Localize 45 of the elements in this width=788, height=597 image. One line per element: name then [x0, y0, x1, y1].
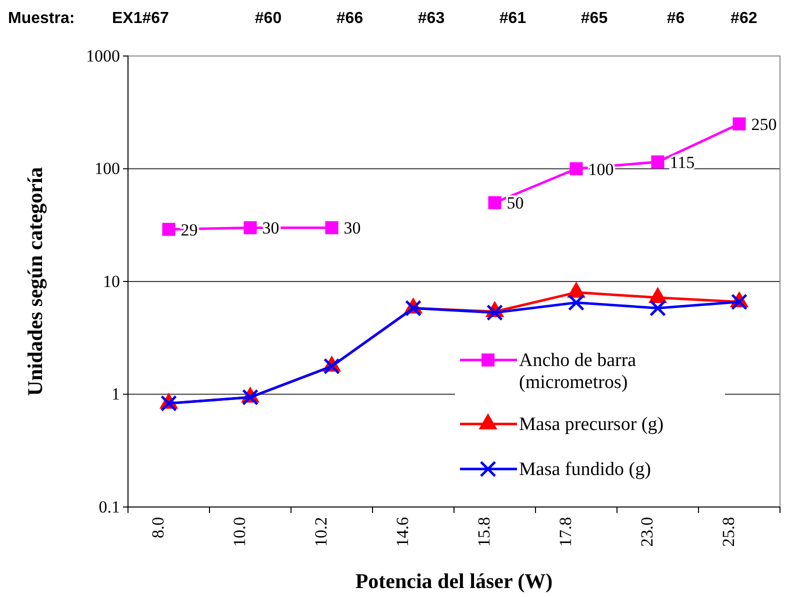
data-label: 115 [670, 152, 695, 172]
point [732, 117, 746, 130]
x-tick-label: 17.8 [556, 517, 576, 547]
point [486, 304, 504, 321]
data-label: 250 [751, 114, 777, 134]
text: EX1#67 [112, 10, 170, 27]
x-tick-label: 14.6 [393, 517, 412, 547]
y-tick-label: 100 [94, 159, 120, 178]
text: #6 [666, 10, 685, 27]
point [244, 221, 257, 234]
point [730, 294, 748, 310]
point [570, 162, 583, 176]
y-axis-title: Unidades según categoría [23, 166, 47, 396]
x-tick-label: 8.0 [148, 517, 168, 538]
text: #65 [580, 10, 608, 27]
y-tick-label: 0.1 [98, 497, 120, 516]
text: #61 [499, 10, 526, 27]
point [649, 300, 666, 316]
point [160, 395, 178, 412]
text: #63 [418, 10, 445, 27]
y-tick-label: 1000 [86, 46, 120, 66]
text: #60 [254, 10, 282, 27]
text: Muestra: [8, 10, 75, 27]
x-tick-label: 23.0 [638, 517, 657, 547]
legend-label: Masa fundido (g) [519, 459, 651, 480]
x-tick-label: 10.0 [230, 517, 250, 547]
point [242, 389, 259, 406]
x-axis-title: Potencia del láser (W) [355, 569, 553, 593]
point [488, 196, 502, 210]
legend-label: Masa precursor (g) [519, 414, 664, 435]
point [323, 358, 340, 375]
data-label: 30 [344, 218, 361, 238]
x-tick-label: 25.8 [719, 517, 738, 547]
data-label: 50 [506, 194, 524, 213]
x-tick-label: 15.8 [474, 517, 494, 547]
x-tick-label: 10.2 [312, 517, 331, 547]
text: #66 [336, 10, 364, 27]
text: #62 [730, 10, 758, 27]
y-tick-label: 1 [112, 384, 120, 404]
point [651, 155, 664, 168]
point [162, 222, 176, 236]
point [325, 221, 338, 234]
legend-label: Ancho de barra (micrometros) [519, 350, 637, 393]
y-tick-label: 10 [103, 272, 120, 291]
point [568, 294, 585, 311]
